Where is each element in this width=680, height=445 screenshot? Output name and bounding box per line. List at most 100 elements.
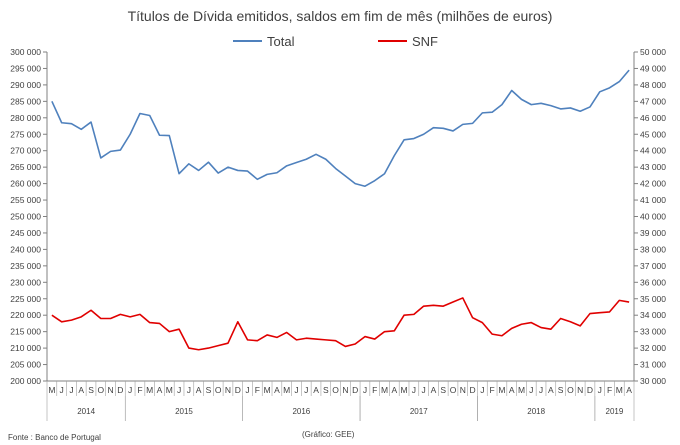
right-tick-label: 46 000: [640, 113, 666, 123]
left-tick-label: 295 000: [10, 63, 41, 73]
credit-note: (Gráfico: GEE): [302, 430, 355, 439]
month-label: S: [558, 385, 564, 395]
month-label: O: [450, 385, 457, 395]
month-label: A: [157, 385, 163, 395]
left-tick-label: 300 000: [10, 47, 41, 57]
month-label: N: [225, 385, 231, 395]
month-label: F: [255, 385, 260, 395]
left-tick-label: 245 000: [10, 228, 41, 238]
right-tick-label: 37 000: [640, 261, 666, 271]
right-tick-label: 49 000: [640, 63, 666, 73]
left-tick-label: 280 000: [10, 113, 41, 123]
month-label: O: [215, 385, 222, 395]
month-label: D: [117, 385, 123, 395]
year-label: 2015: [175, 407, 193, 416]
series-line-total: [51, 69, 630, 188]
year-label: 2016: [292, 407, 310, 416]
month-label: D: [352, 385, 358, 395]
month-label: M: [166, 385, 173, 395]
left-tick-label: 260 000: [10, 179, 41, 189]
month-label: N: [577, 385, 583, 395]
right-tick-label: 32 000: [640, 343, 666, 353]
month-label: J: [539, 385, 543, 395]
month-label: J: [187, 385, 191, 395]
month-label: A: [391, 385, 397, 395]
right-tick-label: 45 000: [640, 129, 666, 139]
month-label: S: [206, 385, 212, 395]
right-tick-label: 38 000: [640, 244, 666, 254]
month-label: M: [48, 385, 55, 395]
right-tick-label: 30 000: [640, 376, 666, 386]
month-label: J: [422, 385, 426, 395]
left-tick-label: 215 000: [10, 327, 41, 337]
month-label: N: [342, 385, 348, 395]
month-label: M: [283, 385, 290, 395]
month-label: A: [313, 385, 319, 395]
plot-axes: [46, 52, 635, 382]
month-label: J: [294, 385, 298, 395]
left-tick-label: 265 000: [10, 162, 41, 172]
left-tick-label: 275 000: [10, 129, 41, 139]
month-label: J: [412, 385, 416, 395]
month-label: J: [177, 385, 181, 395]
month-label: J: [60, 385, 64, 395]
source-note: Fonte : Banco de Portugal: [8, 433, 101, 442]
left-tick-label: 255 000: [10, 195, 41, 205]
left-tick-label: 235 000: [10, 261, 41, 271]
right-tick-label: 42 000: [640, 179, 666, 189]
month-label: N: [460, 385, 466, 395]
month-label: M: [401, 385, 408, 395]
left-tick-label: 270 000: [10, 146, 41, 156]
left-axis-ticks: 200 000 205 000 210 000 215 000 220 000 225 0…: [10, 47, 47, 386]
left-tick-label: 210 000: [10, 343, 41, 353]
month-label: M: [498, 385, 505, 395]
right-tick-label: 43 000: [640, 162, 666, 172]
month-label: A: [274, 385, 280, 395]
month-label: J: [69, 385, 73, 395]
month-label: J: [529, 385, 533, 395]
month-label: F: [137, 385, 142, 395]
right-tick-label: 39 000: [640, 228, 666, 238]
year-label: 2018: [527, 407, 545, 416]
right-tick-label: 47 000: [640, 96, 666, 106]
series-line-snf: [51, 297, 630, 351]
left-tick-label: 250 000: [10, 212, 41, 222]
month-label: D: [235, 385, 241, 395]
month-label: S: [440, 385, 446, 395]
right-axis-ticks: 30 000 31 000 32 000 33 000 34 000 35 000 36 0…: [634, 47, 666, 386]
month-label: F: [372, 385, 377, 395]
month-label: M: [616, 385, 623, 395]
month-label: J: [128, 385, 132, 395]
month-label: A: [78, 385, 84, 395]
month-label: O: [567, 385, 574, 395]
right-tick-label: 35 000: [640, 294, 666, 304]
right-tick-label: 33 000: [640, 327, 666, 337]
month-label: S: [88, 385, 94, 395]
month-label: O: [97, 385, 104, 395]
series-lines: [51, 69, 630, 351]
right-tick-label: 40 000: [640, 212, 666, 222]
right-tick-label: 31 000: [640, 360, 666, 370]
month-label: M: [381, 385, 388, 395]
month-label: J: [598, 385, 602, 395]
left-tick-label: 205 000: [10, 360, 41, 370]
month-label: M: [264, 385, 271, 395]
left-tick-label: 285 000: [10, 96, 41, 106]
month-label: N: [108, 385, 114, 395]
month-label: J: [304, 385, 308, 395]
month-label: A: [196, 385, 202, 395]
month-label: F: [607, 385, 612, 395]
right-tick-label: 44 000: [640, 146, 666, 156]
left-tick-label: 200 000: [10, 376, 41, 386]
chart-title: Títulos de Dívida emitidos, saldos em fi…: [128, 8, 553, 24]
year-label: 2014: [77, 407, 95, 416]
year-label: 2019: [606, 407, 624, 416]
month-label: D: [587, 385, 593, 395]
legend-snf-label: SNF: [412, 34, 438, 49]
right-tick-label: 34 000: [640, 310, 666, 320]
right-tick-label: 48 000: [640, 80, 666, 90]
month-label: J: [245, 385, 249, 395]
month-label: J: [363, 385, 367, 395]
